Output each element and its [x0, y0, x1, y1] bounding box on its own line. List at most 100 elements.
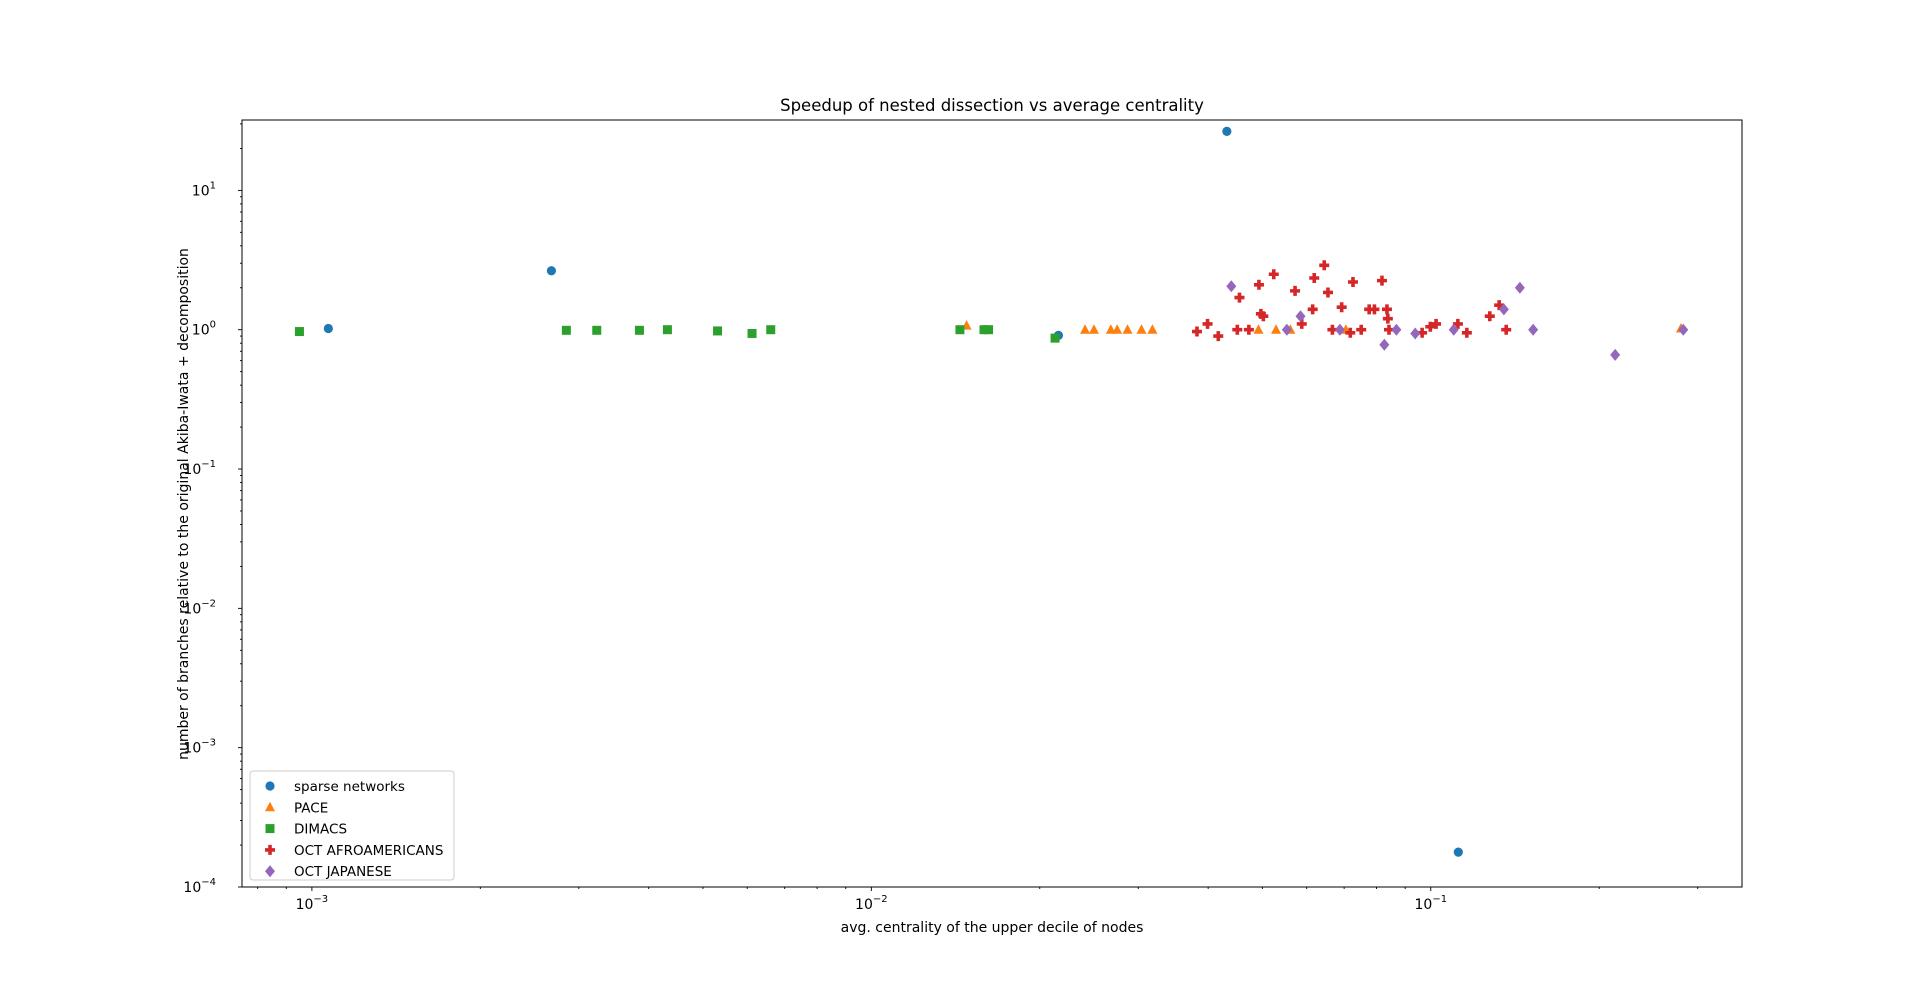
data-point-square — [294, 327, 304, 337]
data-point-diamond — [1528, 323, 1539, 336]
data-point-plus — [1255, 308, 1266, 319]
data-point-diamond — [1334, 323, 1345, 336]
data-point-plus — [1383, 324, 1394, 335]
data-point-plus — [1347, 276, 1358, 287]
data-point-diamond — [1281, 323, 1292, 336]
data-point-plus — [1319, 260, 1330, 271]
data-point-plus — [1345, 327, 1356, 338]
legend-label: OCT JAPANESE — [294, 864, 392, 880]
data-point-square — [1050, 333, 1060, 343]
data-point-plus — [1364, 304, 1375, 315]
data-point-triangle — [1122, 324, 1133, 334]
data-point-triangle — [1136, 324, 1147, 334]
data-point-plus — [1356, 324, 1367, 335]
data-point-triangle — [1112, 324, 1123, 334]
data-point-plus — [1253, 279, 1264, 290]
data-point-plus — [1290, 285, 1301, 296]
y-axis-label: number of branches relative to the origi… — [176, 248, 192, 760]
legend-marker-square — [265, 824, 275, 834]
data-point-triangle — [1271, 324, 1282, 334]
data-point-square — [955, 325, 965, 335]
data-point-triangle — [1105, 324, 1116, 334]
legend-label: sparse networks — [294, 779, 405, 795]
data-point-diamond — [1610, 348, 1621, 361]
data-point-plus — [1322, 287, 1333, 298]
plot-frame — [241, 119, 1743, 888]
legend-marker-diamond — [265, 865, 275, 878]
data-point-plus — [1381, 304, 1392, 315]
y-tick-label: 10−3 — [183, 738, 216, 757]
data-point-plus — [1431, 318, 1442, 329]
data-point-plus — [1376, 275, 1387, 286]
data-point-square — [979, 325, 989, 335]
x-tick-label: 10−2 — [855, 894, 888, 913]
data-point-plus — [1501, 324, 1512, 335]
y-tick-label: 100 — [192, 320, 216, 339]
data-point-diamond — [1379, 338, 1390, 351]
legend-marker-plus — [265, 844, 275, 855]
data-point-plus — [1461, 327, 1472, 338]
data-point-plus — [1191, 326, 1202, 337]
data-point-plus — [1258, 311, 1269, 322]
data-point-circle — [1453, 847, 1463, 857]
data-point-plus — [1369, 304, 1380, 315]
y-tick-label: 10−4 — [183, 877, 216, 896]
data-markers — [294, 126, 1689, 857]
data-point-plus — [1382, 313, 1393, 324]
data-point-diamond — [1295, 310, 1306, 323]
data-point-plus — [1417, 327, 1428, 338]
data-point-diamond — [1410, 327, 1421, 340]
data-point-plus — [1268, 269, 1279, 280]
data-point-plus — [1327, 324, 1338, 335]
y-tick-label: 10−2 — [183, 598, 216, 617]
data-point-square — [592, 325, 602, 335]
data-point-plus — [1234, 292, 1245, 303]
data-point-diamond — [1498, 303, 1509, 316]
data-point-plus — [1213, 331, 1224, 342]
data-point-square — [747, 328, 757, 338]
legend-label: PACE — [294, 800, 328, 816]
data-point-triangle — [1088, 324, 1099, 334]
data-point-triangle — [1253, 324, 1264, 334]
data-point-plus — [1307, 304, 1318, 315]
data-point-plus — [1425, 321, 1436, 332]
legend-marker-triangle — [265, 801, 275, 812]
legend-box — [249, 770, 455, 881]
data-point-plus — [1494, 300, 1505, 311]
data-point-diamond — [1678, 323, 1689, 336]
data-point-plus — [1202, 318, 1213, 329]
data-point-square — [662, 325, 672, 335]
x-axis-ticks: 10−3 10−2 10−1 — [257, 887, 1699, 913]
data-point-plus — [1243, 324, 1254, 335]
data-point-plus — [1232, 324, 1243, 335]
data-point-square — [713, 326, 723, 336]
data-point-diamond — [1391, 323, 1402, 336]
y-axis-ticks: 10−4 10−3 10−2 10−1 100 101 — [183, 123, 242, 896]
data-point-circle — [1222, 126, 1232, 137]
data-point-plus — [1484, 311, 1495, 322]
y-tick-label: 101 — [192, 180, 216, 199]
data-point-diamond — [1226, 280, 1237, 293]
data-point-square — [634, 325, 644, 335]
legend-label: DIMACS — [294, 822, 347, 838]
data-point-triangle — [1147, 324, 1158, 334]
data-point-plus — [1452, 318, 1463, 329]
x-tick-label: 10−1 — [1414, 894, 1447, 913]
data-point-circle — [323, 323, 333, 334]
y-tick-label: 10−1 — [183, 459, 216, 478]
data-point-circle — [546, 266, 557, 276]
data-point-plus — [1296, 318, 1307, 329]
legend-marker-circle — [265, 781, 275, 791]
x-axis-label: avg. centrality of the upper decile of n… — [841, 920, 1144, 936]
data-point-diamond — [1514, 281, 1525, 294]
x-tick-label: 10−3 — [296, 894, 329, 913]
data-point-triangle — [1080, 324, 1091, 334]
data-point-diamond — [1448, 323, 1459, 336]
data-point-square — [561, 325, 571, 335]
data-point-plus — [1309, 273, 1320, 284]
data-point-square — [984, 325, 994, 335]
legend-label: OCT AFROAMERICANS — [294, 843, 443, 859]
chart-title: Speedup of nested dissection vs average … — [780, 96, 1204, 115]
data-point-plus — [1336, 302, 1347, 313]
